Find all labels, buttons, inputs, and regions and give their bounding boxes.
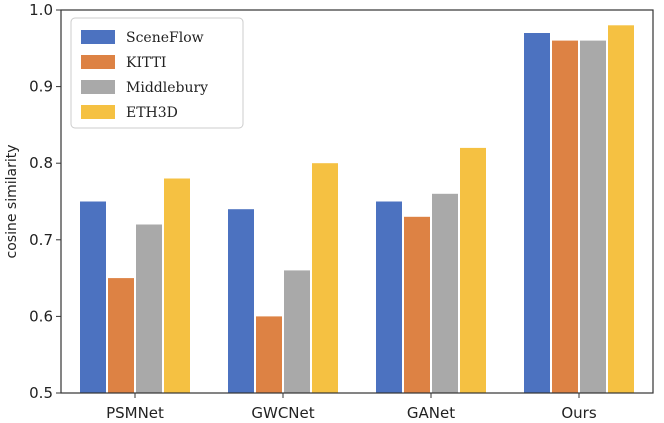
legend-label-sceneflow: SceneFlow bbox=[126, 30, 204, 46]
legend-label-middlebury: Middlebury bbox=[126, 80, 208, 96]
y-tick-label: 0.9 bbox=[29, 78, 53, 96]
legend-swatch-kitti bbox=[81, 55, 115, 69]
bar-sceneflow-psmnet bbox=[80, 201, 106, 393]
legend-swatch-sceneflow bbox=[81, 30, 115, 44]
bar-kitti-ganet bbox=[404, 216, 430, 393]
x-tick-label: GWCNet bbox=[251, 404, 314, 422]
bar-sceneflow-ours bbox=[524, 33, 550, 393]
bar-eth3d-ganet bbox=[460, 147, 486, 393]
y-tick-label: 0.8 bbox=[29, 154, 53, 172]
bar-middlebury-ganet bbox=[432, 193, 458, 393]
legend: SceneFlow KITTI Middlebury ETH3D bbox=[70, 17, 244, 129]
x-tick-label: Ours bbox=[561, 404, 596, 422]
y-tick-label: 1.0 bbox=[29, 1, 53, 19]
bar-eth3d-psmnet bbox=[164, 178, 190, 393]
y-tick-label: 0.6 bbox=[29, 307, 53, 325]
bar-middlebury-psmnet bbox=[136, 224, 162, 393]
y-axis-title: cosine similarity bbox=[4, 145, 20, 259]
y-tick-label: 0.5 bbox=[29, 384, 53, 402]
y-axis: 0.5 0.6 0.7 0.8 0.9 1.0 bbox=[29, 1, 61, 402]
bar-eth3d-gwcnet bbox=[312, 163, 338, 393]
legend-label-kitti: KITTI bbox=[126, 55, 166, 71]
bar-eth3d-ours bbox=[608, 25, 634, 394]
y-tick-label: 0.7 bbox=[29, 231, 53, 249]
legend-swatch-eth3d bbox=[81, 105, 115, 119]
plot-frame bbox=[60, 9, 654, 394]
x-tick-label: GANet bbox=[407, 404, 455, 422]
legend-swatch-middlebury bbox=[81, 80, 115, 94]
legend-box bbox=[70, 17, 244, 129]
x-axis: PSMNet GWCNet GANet Ours bbox=[106, 393, 597, 422]
bar-sceneflow-ganet bbox=[376, 201, 402, 393]
x-tick-label: PSMNet bbox=[106, 404, 164, 422]
bar-middlebury-gwcnet bbox=[284, 270, 310, 393]
legend-label-eth3d: ETH3D bbox=[126, 105, 178, 121]
bar-kitti-psmnet bbox=[108, 278, 134, 393]
bar-sceneflow-gwcnet bbox=[228, 209, 254, 393]
bar-kitti-gwcnet bbox=[256, 316, 282, 393]
bars-layer bbox=[80, 25, 634, 394]
bar-middlebury-ours bbox=[580, 40, 606, 393]
bar-kitti-ours bbox=[552, 40, 578, 393]
